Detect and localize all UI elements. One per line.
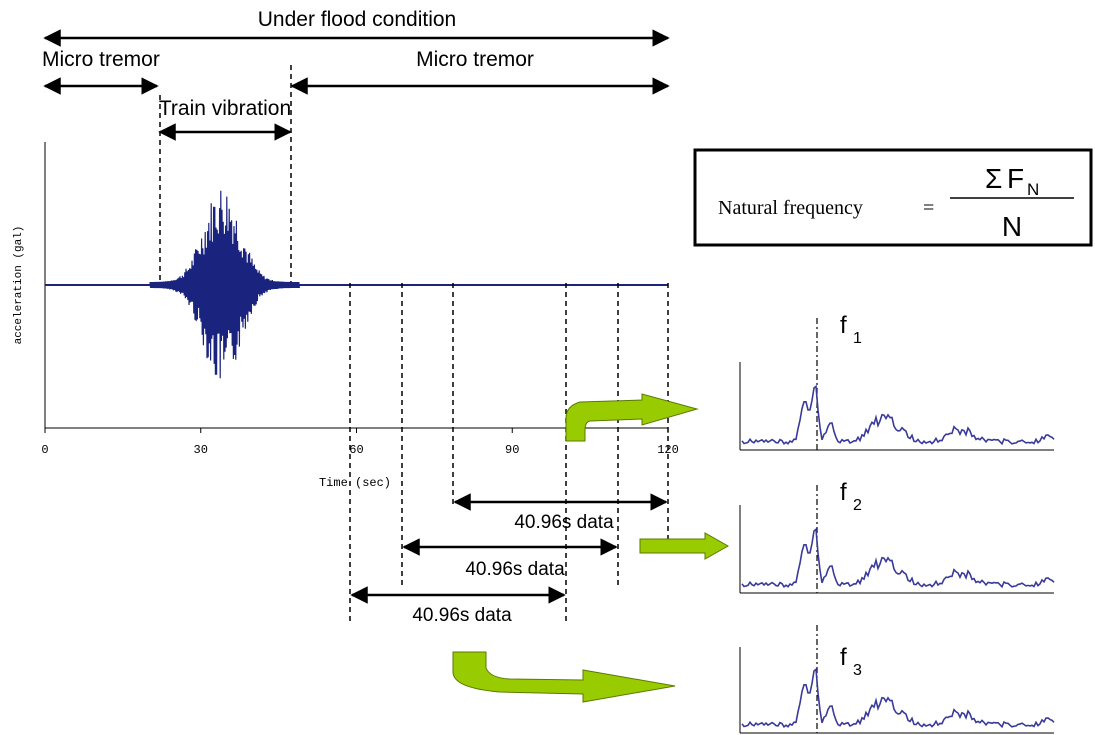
spectrum-1-label: f — [840, 312, 847, 339]
spectrum-2-sub: 2 — [853, 497, 862, 514]
window-1-label: 40.96s data — [514, 512, 614, 533]
spectrum-2-curve — [741, 527, 1055, 589]
x-tick-label: 30 — [194, 443, 208, 457]
acceleration-trace — [149, 190, 300, 379]
green-arrow-1 — [565, 393, 699, 442]
green-arrow-2 — [639, 532, 730, 560]
micro-tremor-left-label: Micro tremor — [42, 48, 160, 71]
spectrum-2: f 2 — [739, 479, 1055, 594]
formula-numerator-sub: N — [1027, 180, 1039, 199]
window-3-label: 40.96s data — [412, 605, 512, 626]
x-tick-label: 60 — [349, 443, 363, 457]
formula-sigma: Σ — [985, 163, 1002, 194]
under-flood-label: Under flood condition — [258, 8, 456, 31]
spectrum-3-label: f — [840, 644, 847, 671]
spectrum-2-label: f — [840, 479, 847, 506]
green-arrow-3 — [452, 651, 676, 703]
spectrum-3-sub: 3 — [853, 662, 862, 679]
formula-equals: = — [923, 197, 934, 219]
spectrum-3-curve — [741, 667, 1055, 729]
formula-lhs: Natural frequency — [718, 197, 863, 219]
micro-tremor-right-label: Micro tremor — [416, 48, 534, 71]
x-axis-label: Time (sec) — [319, 476, 391, 490]
spectrum-1-curve — [741, 384, 1055, 446]
x-tick-label: 90 — [505, 443, 519, 457]
spectrum-3: f 3 — [739, 625, 1055, 734]
spectrum-1-sub: 1 — [853, 330, 862, 347]
formula-numerator-f: F — [1007, 163, 1024, 194]
spectrum-1: f 1 — [739, 312, 1055, 451]
formula-denominator: N — [1002, 211, 1022, 242]
x-tick-label: 0 — [41, 443, 48, 457]
y-axis-label: acceleration (gal) — [13, 226, 25, 345]
window-2-label: 40.96s data — [465, 559, 565, 580]
train-vibration-label: Train vibration — [159, 97, 291, 120]
